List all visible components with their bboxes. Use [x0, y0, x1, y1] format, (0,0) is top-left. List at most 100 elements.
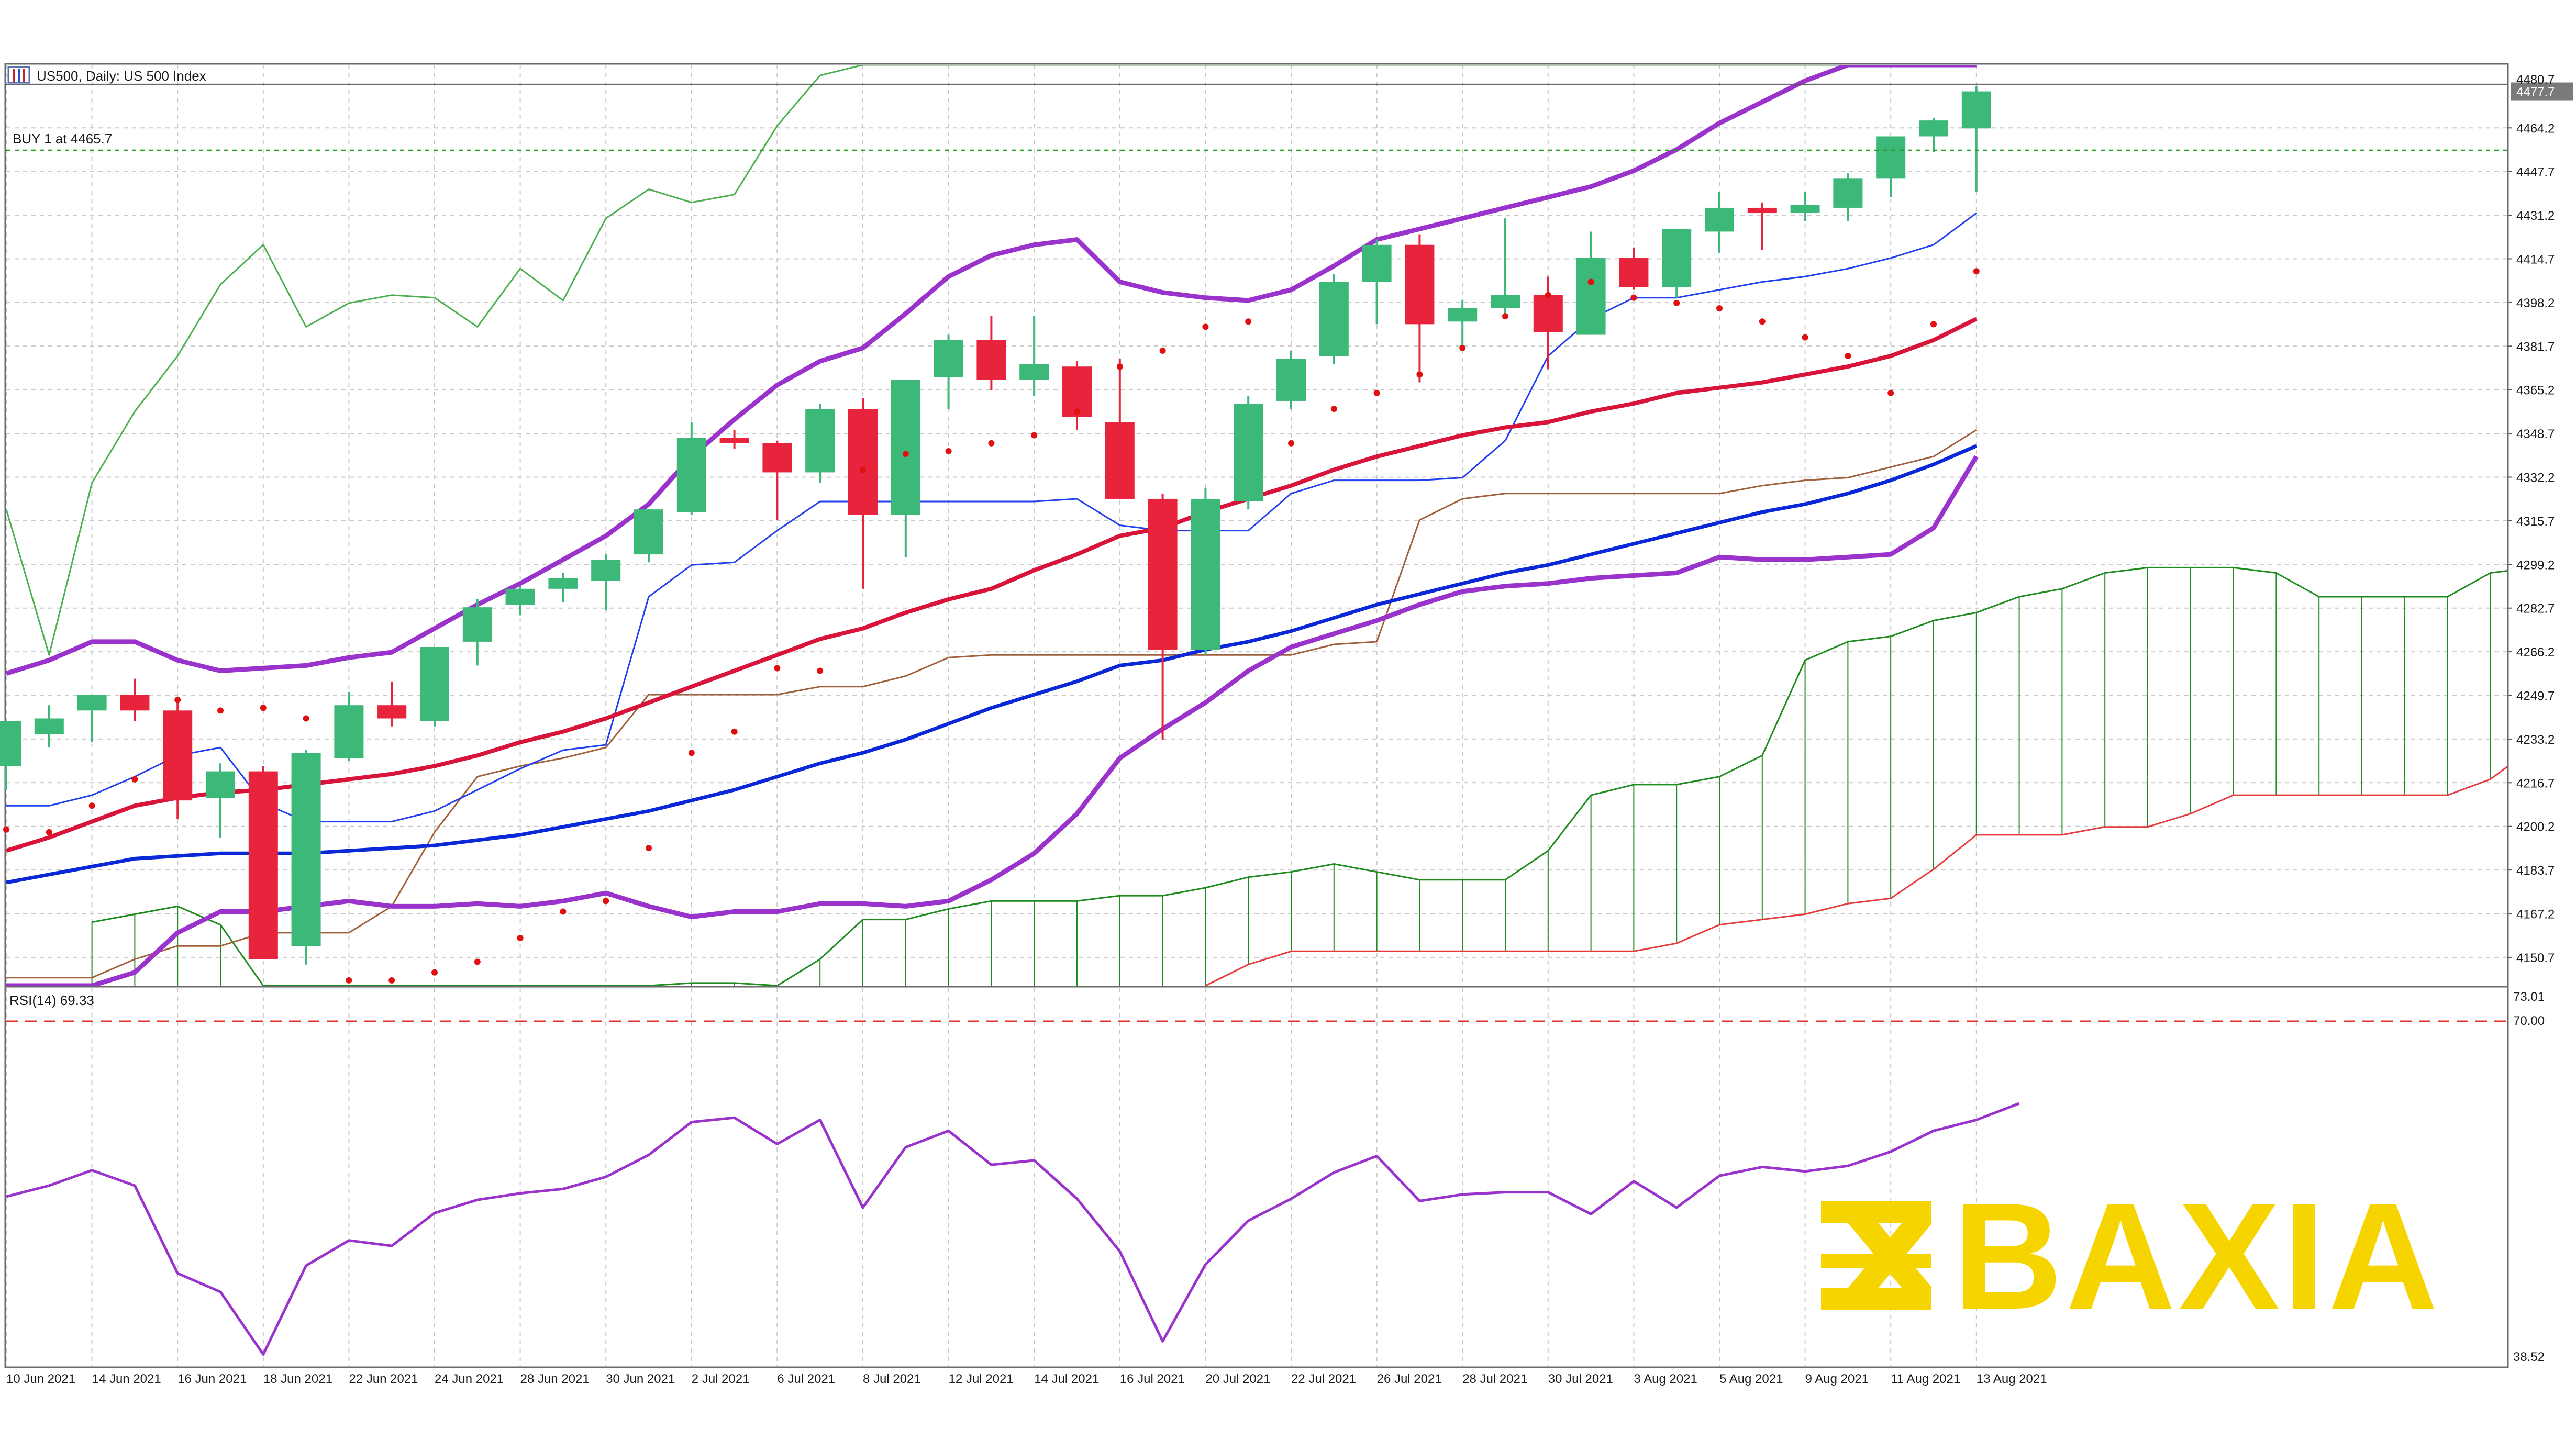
candle-body [248, 771, 278, 959]
candle-body [1876, 136, 1906, 179]
time-tick-label: 6 Jul 2021 [777, 1372, 835, 1386]
time-tick-label: 30 Jul 2021 [1548, 1372, 1613, 1386]
sar-dot [646, 845, 652, 852]
time-tick-label: 18 Jun 2021 [263, 1372, 332, 1386]
sar-dot [303, 715, 309, 722]
price-tick-label: 4249.7 [2516, 689, 2555, 704]
chart-title: US500, Daily: US 500 Index [37, 68, 206, 84]
sar-dot [902, 451, 909, 457]
time-tick-label: 20 Jul 2021 [1205, 1372, 1270, 1386]
time-tick-label: 16 Jun 2021 [177, 1372, 247, 1386]
price-tick-label: 4464.2 [2516, 121, 2555, 136]
sar-dot [688, 750, 695, 756]
price-tick-label: 4233.2 [2516, 733, 2555, 747]
candle-body [1747, 207, 1777, 214]
candle-body [762, 443, 792, 473]
parabolic-sar [3, 268, 1980, 984]
time-tick-label: 14 Jun 2021 [92, 1372, 161, 1386]
time-tick-label: 10 Jun 2021 [6, 1372, 75, 1386]
time-tick-label: 30 Jun 2021 [606, 1372, 675, 1386]
baxia-logo: BAXIA [1821, 1171, 2438, 1341]
sar-dot [1373, 389, 1380, 396]
time-tick-label: 28 Jul 2021 [1462, 1372, 1527, 1386]
candle-body [848, 409, 878, 515]
time-tick-label: 2 Jul 2021 [692, 1372, 750, 1386]
rsi-series [6, 1020, 2507, 1356]
time-tick-label: 14 Jul 2021 [1034, 1372, 1099, 1386]
chikou-span [6, 65, 1977, 656]
candles [0, 86, 1991, 965]
candle-body [1276, 359, 1306, 401]
sar-dot [3, 826, 9, 833]
candle-body [719, 438, 749, 443]
time-tick-label: 9 Aug 2021 [1805, 1372, 1869, 1386]
candle-body [805, 409, 835, 473]
sar-dot [431, 969, 438, 976]
sar-dot [774, 665, 781, 672]
candle-body [976, 340, 1006, 380]
time-tick-label: 13 Aug 2021 [1977, 1372, 2047, 1386]
ema-fast [6, 317, 1978, 853]
time-tick-label: 24 Jun 2021 [435, 1372, 504, 1386]
candle-body [1019, 364, 1049, 380]
rsi-label: RSI(14) 69.33 [9, 992, 94, 1008]
candle-body [1405, 244, 1435, 325]
tenkan-sen [6, 212, 1977, 823]
price-tick-label: 4282.7 [2516, 602, 2555, 616]
sar-dot [1202, 323, 1209, 330]
candle-body [206, 771, 235, 798]
price-tick-label: 4200.2 [2516, 820, 2555, 834]
candle-body [934, 340, 963, 377]
candle-body [1961, 91, 1991, 129]
candle-body [1448, 308, 1478, 322]
sar-dot [1502, 313, 1508, 320]
price-tick-label: 4414.7 [2516, 253, 2555, 267]
candle-body [1491, 295, 1520, 309]
time-tick-label: 8 Jul 2021 [863, 1372, 921, 1386]
candle-body [1619, 258, 1649, 287]
candle-body [0, 721, 21, 766]
sar-dot [860, 466, 866, 473]
sar-dot [1973, 268, 1980, 275]
candle-body [377, 705, 407, 719]
candle-body [420, 647, 449, 721]
sar-dot [1845, 353, 1851, 360]
time-tick-label: 11 Aug 2021 [1891, 1372, 1960, 1386]
candle-body [1148, 498, 1178, 650]
candle-body [1705, 207, 1734, 232]
sar-dot [817, 667, 824, 674]
sar-dot [945, 448, 952, 454]
candle-body [1362, 244, 1392, 282]
candle-body [77, 694, 107, 711]
sar-dot [1459, 344, 1466, 351]
sar-dot [346, 977, 352, 984]
price-tick-label: 4431.2 [2516, 209, 2555, 223]
time-axis: 10 Jun 2021 14 Jun 2021 16 Jun 2021 18 Jun … [6, 1372, 2047, 1386]
rsi-line [6, 1102, 2020, 1356]
candle-body [505, 588, 535, 605]
candle-body [1319, 282, 1349, 356]
candle-body [1576, 258, 1606, 335]
sar-dot [1288, 440, 1294, 447]
indicator-lines [6, 65, 1979, 986]
price-tick-label: 4266.2 [2516, 645, 2555, 660]
rsi-top-label: 73.01 [2513, 990, 2545, 1004]
rsi-level-label: 70.00 [2513, 1014, 2545, 1028]
candle-body [891, 380, 920, 515]
price-tick-label: 4447.7 [2516, 165, 2555, 180]
candle-body [1919, 120, 1948, 137]
sar-dot [988, 440, 995, 447]
time-tick-label: 28 Jun 2021 [520, 1372, 590, 1386]
candle-body [120, 694, 150, 711]
sar-dot [603, 898, 609, 905]
sar-dot [46, 829, 52, 835]
candle-body [1533, 295, 1563, 332]
price-tick-label: 4216.7 [2516, 776, 2555, 790]
sar-dot [260, 705, 267, 711]
candle-body [634, 509, 663, 555]
candle-body [163, 710, 193, 801]
candle-body [1790, 205, 1820, 214]
sar-dot [1116, 363, 1123, 370]
kijun-sen [6, 429, 1977, 979]
time-tick-label: 12 Jul 2021 [949, 1372, 1014, 1386]
